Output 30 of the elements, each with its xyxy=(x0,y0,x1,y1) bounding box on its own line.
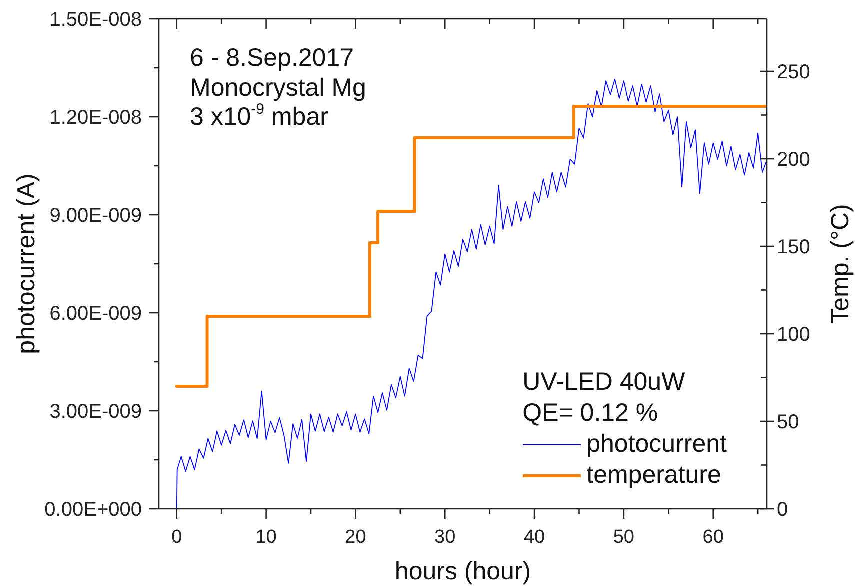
x-tick-label: 20 xyxy=(345,527,366,548)
x-tick-label: 60 xyxy=(702,527,724,548)
y-tick-label: 6.00E-009 xyxy=(50,303,142,325)
y-tick-label: 1.20E-008 xyxy=(50,107,142,129)
y-axis-title: photocurrent (A) xyxy=(12,174,40,354)
x-tick-label: 10 xyxy=(256,527,277,548)
y2-axis-title: Temp. (°C) xyxy=(826,204,854,324)
y2-tick-label: 150 xyxy=(777,236,810,258)
x-tick-label: 0 xyxy=(172,527,182,548)
y2-tick-label: 50 xyxy=(777,412,800,434)
legend-label: photocurrent xyxy=(586,429,727,460)
annotation: 6 - 8.Sep.2017 xyxy=(190,44,356,74)
annotation: QE= 0.12 % xyxy=(522,398,660,429)
y-tick-label: 9.00E-009 xyxy=(50,205,142,227)
y2-tick-label: 200 xyxy=(777,149,810,171)
x-tick-label: 50 xyxy=(613,527,635,548)
y-tick-label: 3.00E-009 xyxy=(50,401,142,423)
x-axis-title: hours (hour) xyxy=(394,558,532,586)
annotation: Monocrystal Mg xyxy=(190,74,366,103)
y2-tick-label: 250 xyxy=(777,62,810,84)
annotation: 3 x10$^{-9}$ mbar xyxy=(190,100,330,132)
annotation: UV-LED 40uW xyxy=(522,367,686,398)
y2-tick-label: 100 xyxy=(777,324,810,346)
y-tick-label: 1.50E-008 xyxy=(50,9,142,31)
x-tick-label: 40 xyxy=(524,527,546,548)
legend-label: temperature xyxy=(586,460,722,491)
line-series xyxy=(176,78,767,509)
y-tick-label: 0.00E+000 xyxy=(44,499,142,521)
y2-tick-label: 0 xyxy=(777,499,788,521)
x-tick-label: 30 xyxy=(434,527,456,548)
